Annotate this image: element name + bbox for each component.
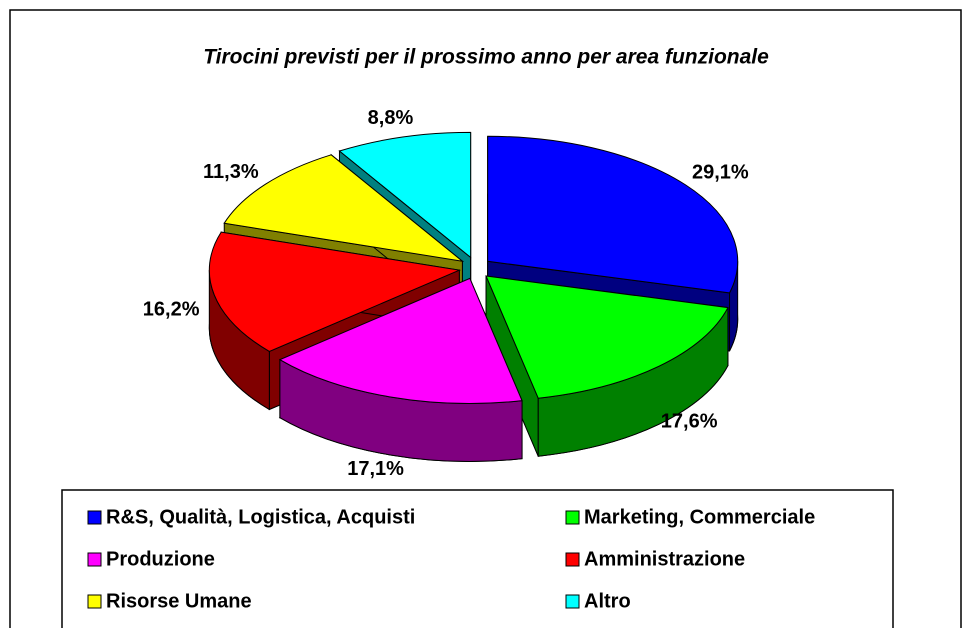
data-label: 16,2%: [143, 298, 200, 320]
legend-swatch: [565, 594, 580, 609]
chart-title: Tirocini previsti per il prossimo anno p…: [203, 46, 769, 69]
slice: [338, 131, 472, 259]
slice: [487, 135, 739, 294]
data-label: 29,1%: [692, 162, 749, 184]
legend-swatch: [87, 552, 102, 567]
data-label: 8,8%: [368, 107, 414, 129]
legend-box: [61, 489, 894, 628]
slice: [485, 275, 729, 399]
data-label: 11,3%: [203, 161, 259, 183]
slice: [208, 231, 462, 352]
legend-label: Risorse Umane: [106, 590, 252, 612]
legend-label: Amministrazione: [584, 548, 745, 570]
data-label: 17,6%: [661, 410, 718, 432]
legend-swatch: [565, 510, 580, 525]
slice: [278, 277, 523, 404]
slice: [223, 154, 465, 263]
data-label: 17,1%: [347, 458, 404, 480]
legend-label: R&S, Qualità, Logistica, Acquisti: [106, 506, 415, 528]
legend-swatch: [565, 552, 580, 567]
legend-label: Marketing, Commerciale: [584, 506, 815, 528]
legend-label: Altro: [584, 590, 631, 612]
legend-swatch: [87, 510, 102, 525]
legend-label: Produzione: [106, 548, 215, 570]
legend-swatch: [87, 594, 102, 609]
